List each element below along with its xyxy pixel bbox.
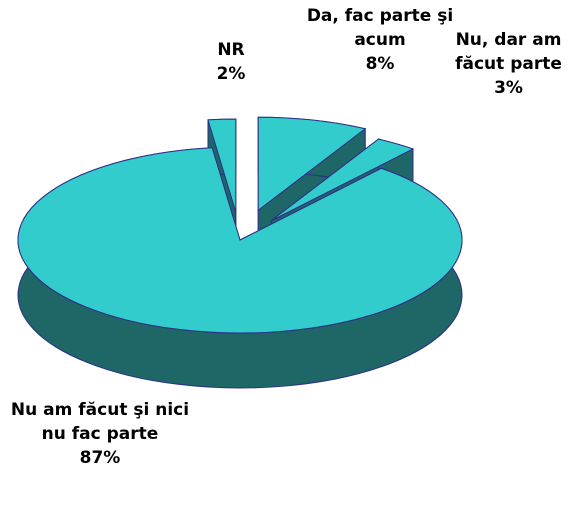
value-label: 3%: [494, 78, 523, 98]
slice-label: Da, fac parte şi acum 8%: [300, 4, 460, 76]
category-label: Da, fac parte şi acum: [306, 6, 454, 50]
value-label: 87%: [79, 448, 121, 468]
slice: [17, 147, 463, 334]
slice-label: NR 2%: [200, 38, 262, 86]
slice: [257, 116, 367, 212]
slice-label: Nu, dar am făcut parte 3%: [436, 28, 581, 100]
slice: [271, 138, 415, 222]
slice-label: Nu am făcut şi nici nu fac parte 87%: [5, 398, 195, 470]
slice: [207, 118, 237, 213]
category-label: Nu am făcut şi nici nu fac parte: [10, 400, 190, 444]
category-label: NR: [217, 40, 245, 60]
value-label: 2%: [216, 64, 246, 84]
category-label: Nu, dar am făcut parte: [455, 30, 562, 74]
value-label: 8%: [365, 54, 395, 74]
